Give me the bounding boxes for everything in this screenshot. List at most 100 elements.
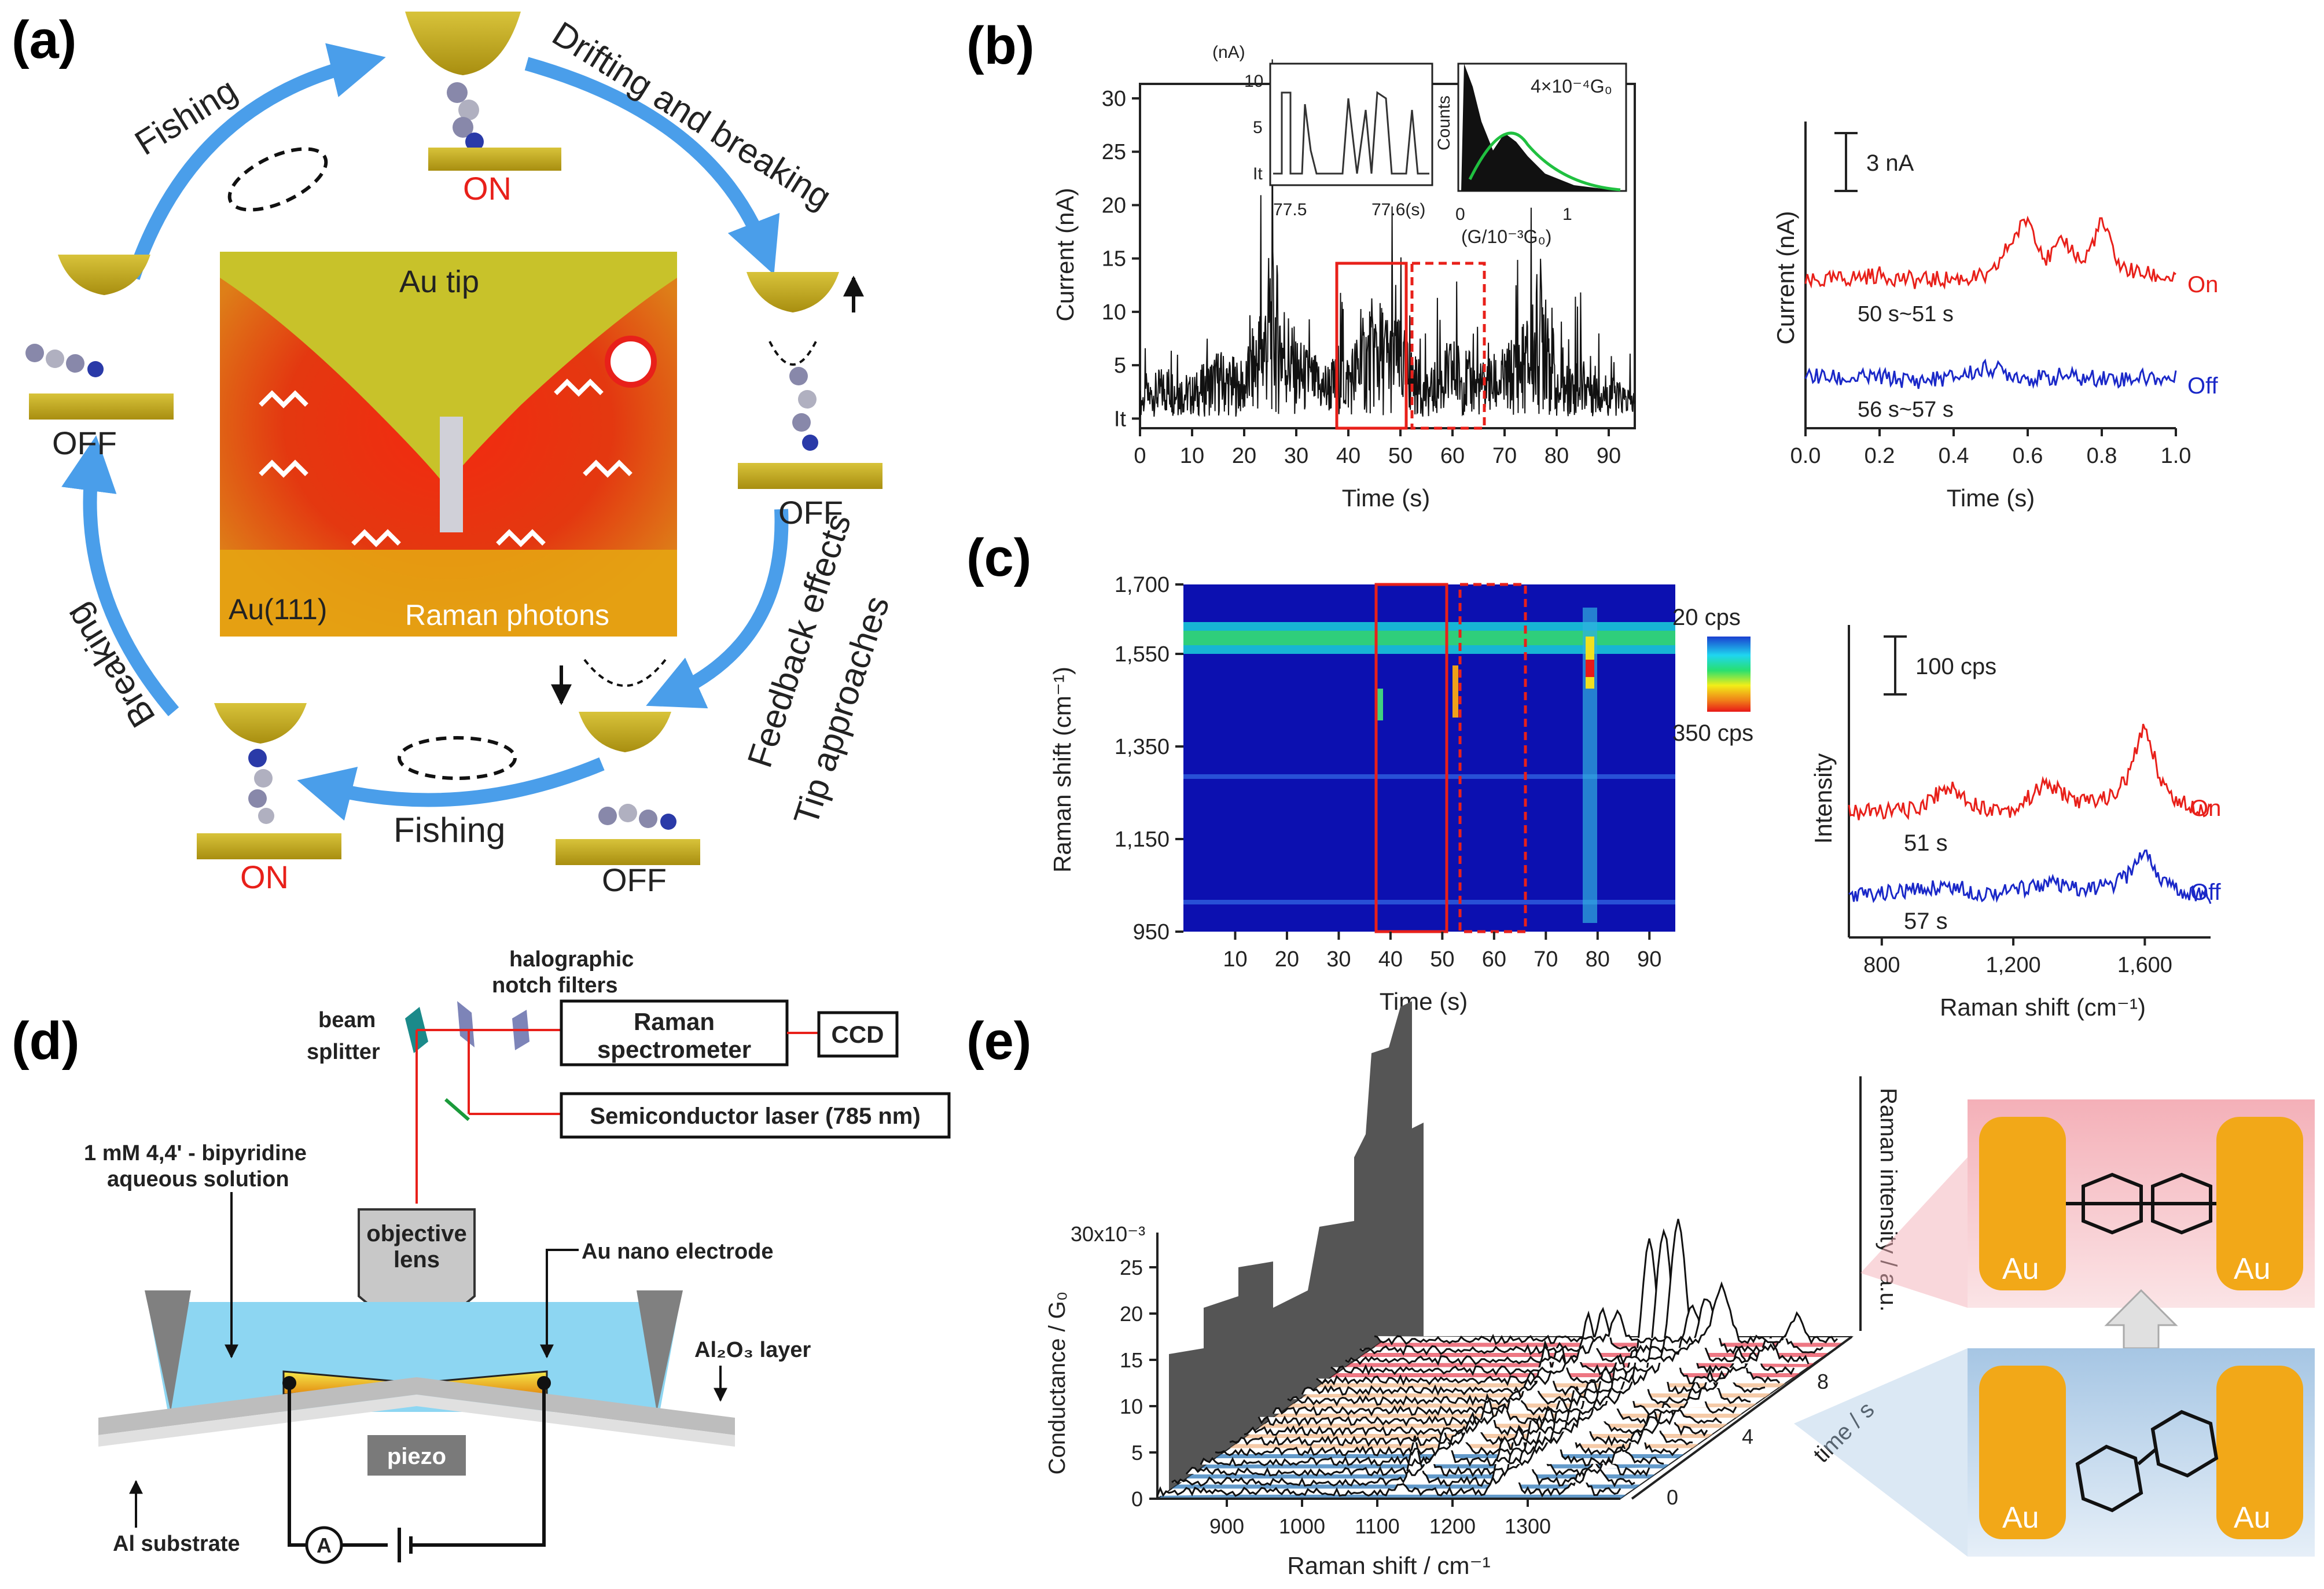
y-tick-label: 1,150 xyxy=(1115,827,1170,852)
y-tick-label: 10 xyxy=(1120,1395,1143,1418)
al2o3-layer xyxy=(98,1377,735,1435)
cell-wall-right xyxy=(637,1290,683,1412)
tip-path-right xyxy=(768,341,817,366)
panel-label-a: (a) xyxy=(12,10,76,69)
x-tick-label: 0 xyxy=(1134,444,1146,468)
ylabel-conductance: Conductance / G₀ xyxy=(1045,1292,1070,1475)
off-spectrum-line xyxy=(1848,849,2212,904)
inset1-xtick: 77.6(s) xyxy=(1371,200,1425,219)
raman-heatmap: Raman shift (cm⁻¹) Time (s) 1,7001,5501,… xyxy=(1049,573,1753,1015)
trace-line xyxy=(1139,59,1635,417)
ammeter-icon xyxy=(605,336,657,388)
xlabel-raman-c: Raman shift (cm⁻¹) xyxy=(1940,994,2146,1021)
au-label: Au xyxy=(2234,1252,2271,1286)
x-tick-label: 50 xyxy=(1430,947,1454,972)
highlight-window-off xyxy=(1410,262,1486,430)
scale-bar-label: 3 nA xyxy=(1866,150,1914,176)
mirror xyxy=(444,1098,470,1121)
notch-filter-1 xyxy=(457,1001,475,1047)
scale-bar xyxy=(1884,635,1907,696)
inset1-ytick: 10 xyxy=(1244,72,1263,91)
photon-icon xyxy=(259,459,308,478)
highlight-window-off xyxy=(1458,583,1527,933)
label-au-tip: Au tip xyxy=(399,264,479,299)
panel-d: (d) halographic notch filters beam split… xyxy=(12,947,951,1564)
heatmap-band-1000 xyxy=(1183,900,1675,904)
panel-label-e: (e) xyxy=(966,1011,1031,1071)
x-ticks: 0 10 20 30 40 50 60 70 80 90 xyxy=(1134,428,1621,468)
substrate-top xyxy=(428,148,561,171)
x-tick-label: 0.2 xyxy=(1865,444,1895,468)
label-spectrometer: spectrometer xyxy=(597,1036,751,1063)
molecule-bottom-right xyxy=(598,804,676,830)
raman-spectrometer-box xyxy=(560,999,789,1066)
highlight-window-on xyxy=(1374,583,1448,933)
au-label: Au xyxy=(2234,1501,2271,1535)
panel-label-c: (c) xyxy=(966,528,1031,587)
off-range: 56 s~57 s xyxy=(1858,398,1954,422)
x-tick-label: 1,600 xyxy=(2117,953,2172,977)
x-ticks: 800 1,200 1,600 xyxy=(1863,937,2172,977)
label-au111: Au(111) xyxy=(229,593,327,626)
projection-blue xyxy=(1794,1348,1968,1557)
x-tick-label: 0.0 xyxy=(1790,444,1821,468)
laser-box xyxy=(560,1092,951,1139)
x-tick-label: 90 xyxy=(1637,947,1661,972)
x-tick-label: 1.0 xyxy=(2161,444,2191,468)
spectrum-line xyxy=(1171,1424,1635,1488)
y-ticks: 25 20 15 10 5 0 xyxy=(1120,1256,1157,1511)
on-trace xyxy=(1804,215,2176,290)
label-objective: objective xyxy=(366,1221,466,1246)
photon-icon xyxy=(583,459,633,478)
y-tick-label: 30 xyxy=(1102,87,1126,111)
on-spectrum xyxy=(1848,723,2211,821)
time-tick: 8 xyxy=(1817,1370,1829,1393)
x-tick-label: 1,200 xyxy=(1986,953,2041,977)
xlabel-time-right: Time (s) xyxy=(1947,484,2035,512)
heatmap-band-1300 xyxy=(1183,774,1675,779)
substrate-right xyxy=(738,463,882,489)
transition-arrow xyxy=(2104,1289,2178,1349)
cell-wall-left xyxy=(145,1290,191,1412)
on-spectrum-line xyxy=(1848,723,2211,821)
circuit xyxy=(288,1383,546,1562)
panel-a: (a) Fishing Drifting and breaking Feedba… xyxy=(12,10,896,898)
colorbar-bottom: 350 cps xyxy=(1672,720,1753,746)
panel-label-b: (b) xyxy=(966,16,1034,75)
label-fishing-bottom: Fishing xyxy=(394,811,505,849)
y-tick-label: 0 xyxy=(1131,1487,1143,1511)
ccd-box xyxy=(817,1011,899,1058)
y-tick-label: 20 xyxy=(1120,1302,1143,1326)
time-axis xyxy=(1631,1336,1853,1500)
y-tick-label: 950 xyxy=(1133,920,1170,944)
inset1-ytick: 5 xyxy=(1253,118,1263,137)
tip-bottom xyxy=(214,703,307,744)
xlabel-time: Time (s) xyxy=(1342,484,1430,512)
y-tick-label: 5 xyxy=(1114,354,1126,378)
pyridine-ring xyxy=(2150,1410,2219,1478)
panel-c: (c) Raman shift (cm⁻¹) Time (s) 1,700 1,5… xyxy=(966,528,2222,1021)
inset2-xtick: 0 xyxy=(1455,205,1465,224)
on-label-c: On xyxy=(2190,796,2221,821)
y-tick-label: 25 xyxy=(1120,1256,1143,1279)
label-laser: Semiconductor laser (785 nm) xyxy=(590,1104,920,1129)
current-trace xyxy=(1139,59,1635,417)
ammeter-icon xyxy=(305,1526,343,1564)
scale-bar xyxy=(1834,132,1858,192)
arrow-feedback xyxy=(646,509,789,709)
tip-path-bottom-right xyxy=(583,659,667,687)
photon-icon xyxy=(554,378,604,397)
y-tick-label: 20 xyxy=(1102,193,1126,218)
inset1-ytick: It xyxy=(1253,164,1263,183)
y-tick-label: 15 xyxy=(1102,247,1126,271)
scale-bar-label: 100 cps xyxy=(1915,654,1996,679)
pyridine-ring xyxy=(2151,1172,2212,1235)
spectrum-line xyxy=(1345,1304,1810,1366)
raman-spectra-plot: Intensity Raman shift (cm⁻¹) 800 1,200 1,6… xyxy=(1810,625,2222,1021)
label-electrode: Au nano electrode xyxy=(582,1239,774,1264)
time-tick: 0 xyxy=(1667,1485,1678,1509)
off-label: Off xyxy=(2187,373,2219,399)
conductance-scale: 30x10⁻³ xyxy=(1071,1222,1145,1246)
y-tick-label: 15 xyxy=(1120,1348,1143,1372)
